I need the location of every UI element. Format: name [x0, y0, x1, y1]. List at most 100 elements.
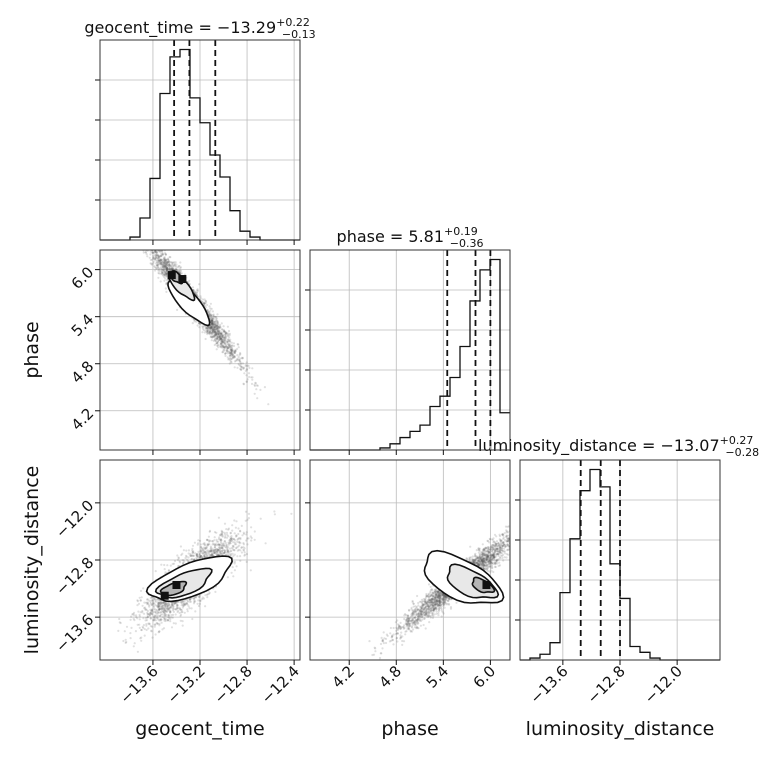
- sample-point: [148, 236, 150, 238]
- sample-point: [215, 332, 218, 335]
- sample-point: [210, 554, 214, 557]
- sample-point: [145, 253, 148, 256]
- sample-point: [245, 365, 248, 368]
- sample-point: [193, 290, 196, 293]
- sample-point: [231, 346, 234, 349]
- sample-point: [200, 550, 203, 553]
- sample-point: [210, 321, 213, 324]
- sample-point: [216, 333, 219, 336]
- sample-point: [226, 341, 229, 344]
- sample-point: [164, 261, 167, 264]
- sample-point: [162, 261, 165, 265]
- sample-point: [195, 291, 198, 294]
- sample-point: [208, 305, 211, 308]
- sample-point: [154, 604, 157, 607]
- sample-point: [231, 355, 234, 358]
- sample-point: [171, 261, 175, 264]
- sample-point: [149, 617, 152, 620]
- sample-point: [218, 544, 221, 547]
- sample-point: [166, 607, 169, 610]
- sample-point: [175, 263, 178, 266]
- sample-point: [230, 357, 233, 360]
- sample-point: [142, 229, 144, 231]
- sample-point: [216, 337, 219, 340]
- sample-point: [172, 622, 175, 625]
- sample-point: [219, 539, 222, 542]
- sample-point: [229, 348, 232, 351]
- sample-point: [157, 605, 160, 608]
- sample-point: [145, 623, 148, 626]
- sample-point: [208, 543, 211, 546]
- sample-point: [138, 596, 141, 599]
- sample-point: [201, 547, 204, 551]
- sample-point: [204, 302, 207, 305]
- sample-point: [213, 326, 216, 329]
- sample-point: [149, 247, 151, 249]
- sample-point: [179, 619, 182, 622]
- sample-point: [215, 332, 218, 335]
- sample-point: [213, 322, 216, 325]
- sample-point: [153, 602, 156, 605]
- sample-point: [176, 308, 179, 311]
- sample-point: [214, 333, 217, 336]
- sample-point: [218, 334, 221, 337]
- sample-point: [164, 602, 167, 606]
- sample-point: [243, 554, 246, 557]
- sample-point: [238, 363, 241, 367]
- sample-point: [218, 336, 222, 339]
- sample-point: [221, 552, 224, 555]
- sample-point: [218, 330, 221, 333]
- xlabel-luminosity-distance: luminosity_distance: [526, 718, 715, 740]
- sample-point: [202, 542, 205, 546]
- sample-point: [158, 268, 161, 271]
- sample-point: [237, 548, 240, 551]
- sample-point: [200, 551, 203, 554]
- sample-point: [157, 614, 160, 617]
- sample-point: [166, 257, 170, 260]
- sample-point: [238, 540, 241, 544]
- sample-point: [169, 606, 173, 609]
- sample-point: [209, 326, 212, 329]
- sample-point: [220, 331, 223, 334]
- sample-point: [223, 540, 227, 543]
- sample-point: [217, 332, 220, 336]
- sample-point: [124, 224, 126, 226]
- sample-point: [164, 607, 167, 610]
- sample-point: [206, 543, 209, 546]
- sample-point: [205, 546, 208, 549]
- sample-point: [220, 338, 223, 341]
- sample-point: [189, 554, 192, 558]
- sample-point: [148, 256, 151, 259]
- sample-point: [163, 270, 166, 273]
- sample-point: [251, 367, 254, 370]
- sample-point: [236, 347, 239, 351]
- sample-point: [155, 604, 158, 608]
- sample-point: [210, 335, 213, 338]
- sample-point: [243, 551, 246, 554]
- sample-point: [125, 625, 129, 628]
- sample-point: [216, 340, 220, 343]
- sample-point: [212, 549, 215, 552]
- sample-point: [199, 549, 202, 552]
- sample-point: [230, 352, 233, 355]
- sample-point: [191, 557, 194, 561]
- sample-point: [180, 553, 183, 557]
- sample-point: [168, 608, 171, 611]
- sample-point: [153, 607, 156, 611]
- sample-point: [234, 349, 237, 352]
- sample-point: [216, 329, 219, 332]
- sample-point: [209, 307, 212, 310]
- sample-point: [159, 255, 162, 258]
- sample-point: [161, 263, 164, 266]
- sample-point: [215, 324, 218, 327]
- sample-point: [218, 338, 221, 341]
- sample-point: [221, 533, 224, 536]
- sample-point: [159, 263, 162, 266]
- sample-point: [211, 323, 214, 326]
- sample-point: [136, 599, 139, 602]
- sample-point: [161, 250, 164, 254]
- sample-point: [223, 346, 226, 349]
- sample-point: [164, 609, 167, 612]
- sample-point: [213, 548, 216, 552]
- sample-point: [235, 520, 238, 523]
